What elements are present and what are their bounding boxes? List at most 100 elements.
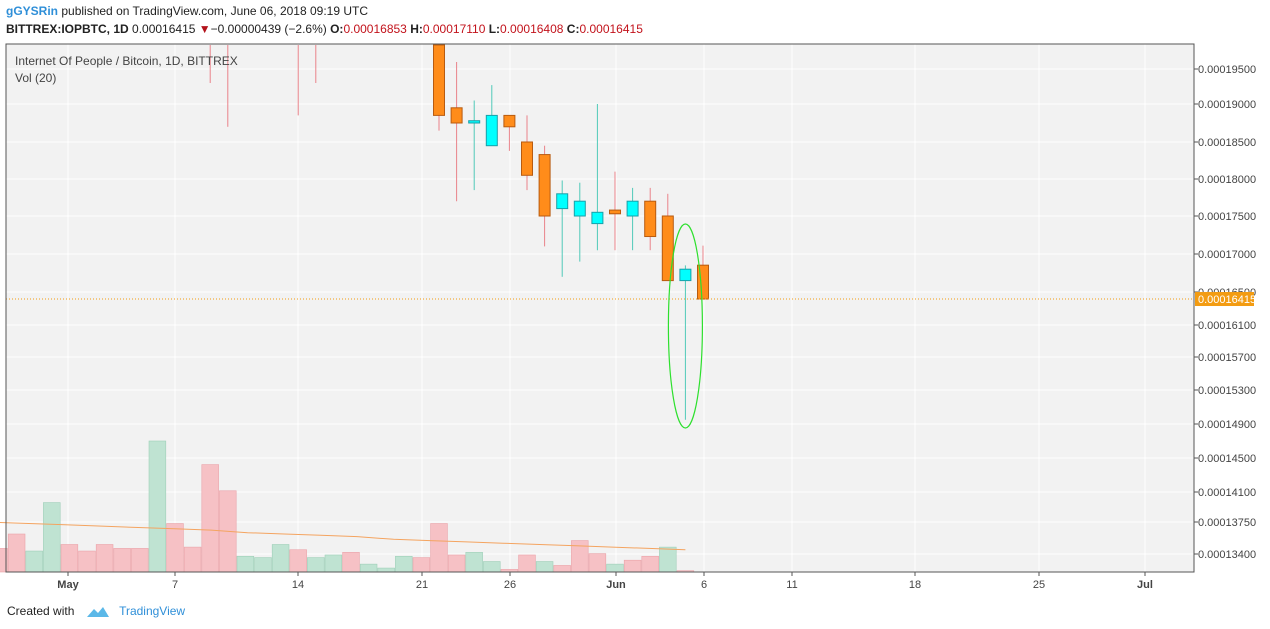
- time-tick-label: 11: [786, 579, 797, 591]
- volume-bar: [201, 464, 219, 573]
- volume-bar: [131, 548, 149, 573]
- volume-bar: [447, 554, 466, 573]
- candle-body: [556, 193, 569, 210]
- volume-bar: [25, 550, 43, 573]
- volume-bar: [254, 557, 272, 573]
- high-value: 0.00017110: [422, 22, 486, 36]
- price-axis[interactable]: 0.00019500 0.00019000 0.00018500 0.00018000…: [1194, 64, 1256, 561]
- candle-body: [450, 107, 463, 124]
- volume-bar: [430, 523, 448, 573]
- volume-bar: [553, 565, 571, 573]
- price-tick-label: 0.00014900: [1198, 419, 1256, 431]
- volume-bar: [324, 554, 343, 573]
- open-value: 0.00016853: [343, 22, 407, 36]
- candle-body: [661, 215, 674, 282]
- price-tick-label: 0.00018000: [1198, 174, 1256, 186]
- volume-bar: [412, 557, 431, 573]
- time-tick-label: Jul: [1137, 579, 1153, 591]
- author-link[interactable]: gGYSRin: [6, 4, 59, 18]
- plot-background: [6, 44, 1194, 572]
- volume-bar: [641, 555, 659, 573]
- time-tick-label: 14: [292, 579, 304, 591]
- publish-header: gGYSRin published on TradingView.com, Ju…: [6, 3, 368, 20]
- legend-title: Internet Of People / Bitcoin, 1D, BITTRE…: [15, 54, 238, 68]
- volume-bar: [623, 559, 642, 573]
- ohlc-bar: BITTREX:IOPBTC, 1D 0.00016415 ▼−0.000004…: [6, 21, 643, 38]
- candle-body: [485, 114, 498, 147]
- candle-body: [433, 44, 445, 116]
- volume-bar: [395, 555, 413, 573]
- chart-legend: Internet Of People / Bitcoin, 1D, BITTRE…: [15, 53, 238, 87]
- price-tick-label: 0.00015300: [1198, 385, 1256, 397]
- price-tick-label: 0.00019000: [1198, 99, 1256, 111]
- price-tick-label: 0.00015700: [1198, 352, 1256, 364]
- volume-bar: [7, 533, 26, 573]
- time-axis[interactable]: May 7 14 21 26 Jun 6 11 18 25 Jul: [57, 572, 1153, 591]
- close-value: 0.00016415: [579, 22, 643, 36]
- time-tick-label: Jun: [606, 579, 626, 591]
- price-tick-label: 0.00014500: [1198, 453, 1256, 465]
- volume-bar: [588, 553, 607, 573]
- change-value: −0.00000439 (−2.6%): [210, 22, 327, 36]
- price-tick-label: 0.00016100: [1198, 320, 1256, 332]
- close-label: C:: [566, 22, 580, 36]
- volume-bar: [148, 440, 167, 573]
- volume-bar: [359, 563, 378, 573]
- candle-body: [468, 120, 481, 124]
- created-with-label: Created with: [7, 604, 75, 618]
- volume-bar: [518, 554, 536, 573]
- tradingview-logo-icon: [86, 606, 109, 617]
- volume-bar: [342, 552, 360, 573]
- candle-body: [538, 154, 551, 217]
- last-price-tag: 0.00016415: [1195, 292, 1256, 307]
- volume-bar: [271, 544, 290, 573]
- time-tick-label: 6: [701, 579, 707, 591]
- price-tick-label: 0.00013750: [1198, 517, 1256, 529]
- volume-bar: [60, 544, 79, 573]
- volume-bar: [606, 563, 624, 573]
- price-tick-label: 0.00014100: [1198, 487, 1256, 499]
- volume-bar: [236, 555, 255, 573]
- low-value: 0.00016408: [500, 22, 564, 36]
- footer: Created with TradingView: [7, 603, 185, 620]
- candle-body: [626, 200, 639, 217]
- candle-body: [521, 141, 533, 176]
- open-label: O:: [330, 22, 344, 36]
- volume-bar: [289, 549, 307, 573]
- candles: [209, 44, 709, 420]
- down-arrow-icon: ▼: [198, 22, 211, 36]
- candle-body: [573, 200, 586, 217]
- volume-bar: [465, 552, 483, 573]
- tradingview-link[interactable]: TradingView: [119, 604, 186, 618]
- volume-bar: [535, 561, 554, 573]
- low-label: L:: [488, 22, 501, 36]
- publish-info: published on TradingView.com, June 06, 2…: [61, 4, 369, 18]
- price-tick-label: 0.00017000: [1198, 249, 1256, 261]
- candle-body: [503, 114, 516, 128]
- last-value: 0.00016415: [132, 22, 196, 36]
- time-tick-label: 26: [504, 579, 516, 591]
- volume-bar: [166, 523, 184, 573]
- volume-bar: [377, 567, 395, 573]
- price-tick-label: 0.00019500: [1198, 64, 1256, 76]
- volume-bar: [659, 546, 677, 573]
- volume-bar: [113, 548, 131, 573]
- annotation-ellipse: [667, 223, 704, 429]
- high-label: H:: [410, 22, 423, 36]
- volume-bar: [483, 561, 501, 573]
- candle-body: [609, 209, 621, 215]
- volume-bar: [183, 546, 202, 573]
- volume-ma-line: [0, 521, 686, 551]
- time-tick-label: 21: [416, 579, 428, 591]
- volume-bar: [43, 502, 61, 573]
- candle-body: [591, 211, 604, 225]
- volume-bar: [78, 550, 96, 573]
- plot-border: [5, 43, 1195, 573]
- symbol-label: BITTREX:IOPBTC, 1D: [6, 22, 129, 36]
- time-tick-label: 25: [1033, 579, 1045, 591]
- last-price-tag-box: [1195, 292, 1254, 307]
- price-tick-label: 0.00017500: [1198, 211, 1256, 223]
- price-tick-label: 0.00013400: [1198, 549, 1256, 561]
- time-tick-label: 7: [172, 579, 178, 591]
